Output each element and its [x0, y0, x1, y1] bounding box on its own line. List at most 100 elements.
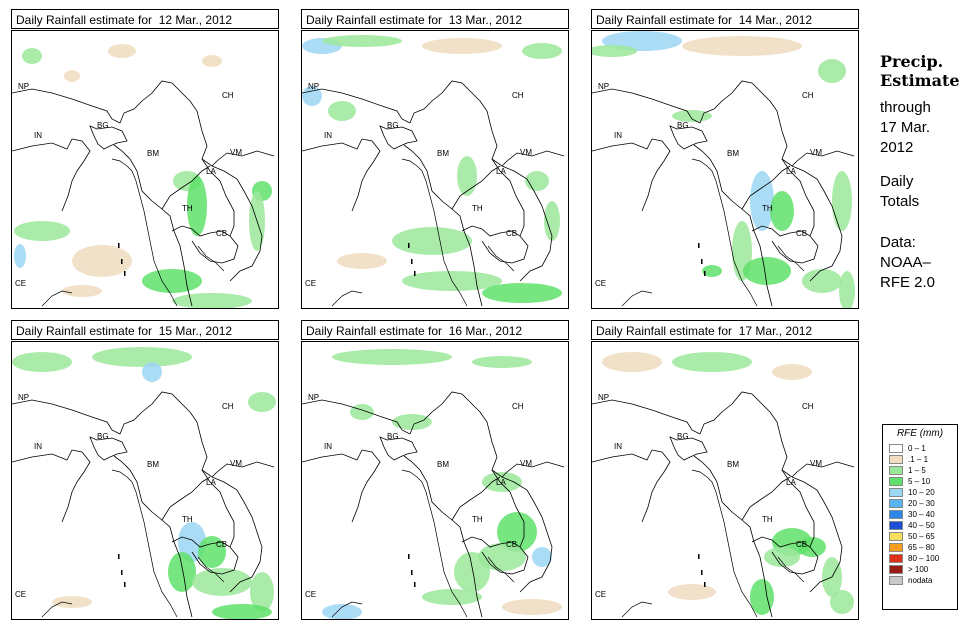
country-label-in: IN — [324, 442, 332, 451]
legend-item: 80 – 100 — [889, 553, 957, 564]
rain-area — [532, 547, 552, 567]
country-label-la: LA — [206, 167, 216, 176]
country-border — [781, 158, 815, 237]
country-label-np: NP — [598, 393, 609, 402]
legend-swatch — [889, 532, 903, 541]
map-svg: NP CH IN BG BM VM LA TH CB CE — [12, 44, 275, 308]
rain-area — [454, 552, 490, 592]
country-label-in: IN — [34, 131, 42, 140]
country-border — [302, 88, 411, 124]
island — [121, 259, 123, 264]
country-border — [751, 536, 819, 575]
country-label-vm: VM — [810, 148, 822, 157]
country-label-bm: BM — [727, 460, 739, 469]
rain-area — [22, 48, 42, 64]
country-border — [409, 80, 481, 124]
rain-area — [772, 364, 812, 380]
rain-area — [422, 589, 482, 605]
island — [411, 570, 413, 575]
country-label-th: TH — [182, 515, 193, 524]
country-label-cb: CB — [216, 540, 227, 549]
country-label-la: LA — [496, 478, 506, 487]
rain-area — [142, 269, 202, 293]
date-line-1: 17 Mar. — [880, 119, 931, 136]
legend-title: RFE (mm) — [896, 428, 944, 439]
coastline — [691, 158, 758, 307]
legend-label: 10 – 20 — [908, 488, 935, 497]
panel-title: Daily Rainfall estimate for 13 Mar., 201… — [301, 9, 569, 29]
country-border — [302, 138, 363, 152]
country-label-ch: CH — [512, 402, 524, 411]
coastline — [197, 556, 225, 583]
rain-area — [212, 604, 272, 619]
country-label-np: NP — [18, 82, 29, 91]
country-border — [61, 138, 91, 212]
rain-area — [392, 414, 432, 430]
rainfall-map: NP CH IN BG BM VM LA TH CB CE — [11, 30, 279, 309]
country-border — [491, 469, 525, 548]
legend-swatch — [889, 466, 903, 475]
legend-label: 0 – 1 — [908, 444, 926, 453]
country-label-bg: BG — [387, 121, 399, 130]
rain-area — [682, 36, 802, 56]
country-label-th: TH — [762, 515, 773, 524]
country-label-ce: CE — [305, 590, 316, 599]
rain-area — [750, 579, 774, 615]
map-panel-15-mar: Daily Rainfall estimate for 15 Mar., 201… — [11, 320, 281, 620]
coastline — [777, 556, 805, 583]
country-label-cb: CB — [506, 229, 517, 238]
country-border — [781, 469, 815, 548]
country-label-ce: CE — [305, 279, 316, 288]
country-label-np: NP — [308, 393, 319, 402]
country-border — [751, 225, 819, 264]
country-border — [351, 138, 381, 212]
coastline — [197, 245, 225, 272]
island — [118, 554, 120, 559]
rain-area — [602, 352, 662, 372]
country-label-ch: CH — [222, 402, 234, 411]
country-label-ce: CE — [595, 279, 606, 288]
country-border — [302, 449, 363, 463]
country-label-th: TH — [472, 204, 483, 213]
island — [124, 271, 126, 276]
country-border — [451, 165, 501, 210]
rain-area — [422, 38, 502, 54]
data-line-1: Data: — [880, 234, 916, 251]
legend-swatch — [889, 576, 903, 585]
island — [408, 554, 410, 559]
legend-label: nodata — [908, 576, 933, 585]
rainfall-map: NP CH IN BG BM VM LA TH CB CE — [301, 341, 569, 620]
rain-area — [839, 271, 855, 308]
rain-area — [798, 537, 826, 557]
coastline — [331, 290, 363, 307]
panel-title: Daily Rainfall estimate for 17 Mar., 201… — [591, 320, 859, 340]
rain-area — [192, 568, 252, 596]
country-label-bm: BM — [727, 149, 739, 158]
rain-area — [250, 572, 274, 612]
country-border — [211, 165, 263, 282]
rain-area — [168, 552, 196, 592]
legend-swatch — [889, 521, 903, 530]
legend-rows: 0 – 1 .1 – 1 1 – 5 5 – 10 10 – 20 20 – 30 30 –… — [883, 443, 957, 586]
rain-area — [248, 392, 276, 412]
rain-area — [522, 43, 562, 59]
map-svg: NP CH IN BG BM VM LA TH CB CE — [302, 349, 565, 619]
rain-area — [92, 347, 192, 367]
rain-area — [830, 590, 854, 614]
legend-label: 80 – 100 — [908, 554, 940, 563]
rain-area — [332, 349, 452, 365]
legend-item: 0 – 1 — [889, 443, 957, 454]
country-label-th: TH — [762, 204, 773, 213]
panel-title: Daily Rainfall estimate for 15 Mar., 201… — [11, 320, 279, 340]
country-border — [669, 125, 708, 150]
coastline — [111, 158, 178, 307]
legend-swatch — [889, 444, 903, 453]
country-border — [501, 476, 553, 593]
rainfall-map: NP CH IN BG BM VM LA TH CB CE — [591, 30, 859, 309]
sidebar-date: through 17 Mar. 2012 — [880, 98, 931, 158]
rain-area — [142, 362, 162, 382]
legend-item: 65 – 80 — [889, 542, 957, 553]
island — [118, 243, 120, 248]
legend-item: > 100 — [889, 564, 957, 575]
rain-area — [502, 599, 562, 615]
